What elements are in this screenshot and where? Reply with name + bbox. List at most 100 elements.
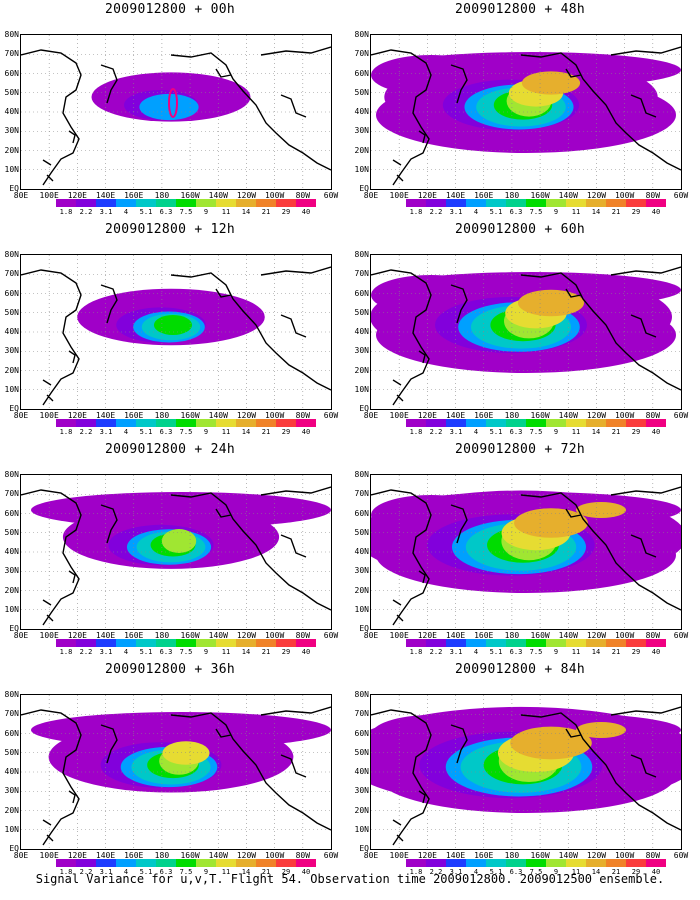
x-tick-label: 140E [445,631,466,640]
x-tick-label: 160E [474,411,494,420]
x-tick-label: 80E [363,411,379,420]
coastline [371,266,681,406]
color-bar-labels: 1.8 2.2 3.1 4 5.1 6.3 7.5 9 11 14 21 29 40 [406,208,666,217]
y-tick-label: 80N [354,250,369,259]
color-level-label: 7.5 [179,868,193,876]
color-swatch [76,639,96,647]
color-level-label: 5.1 [139,648,153,656]
color-swatch [566,419,586,427]
y-tick-label: EQ [9,404,19,413]
x-tick-label: 80E [13,851,29,860]
color-swatch [466,199,486,207]
color-level-label: 2.2 [429,428,443,436]
color-swatch [606,419,626,427]
y-tick-label: 50N [354,747,369,757]
color-level-label: 11 [571,648,581,656]
color-swatch [646,199,666,207]
y-tick-label: 40N [4,327,19,336]
x-tick-label: 60W [673,631,689,640]
spread-contour [514,508,588,538]
x-tick-label: 80E [363,191,379,200]
color-swatch [466,639,486,647]
map-panel: 2009012800 + 84h 80N 70N 60N 50N 40N 30N 20N 10N… [350,662,690,878]
x-tick-label: 100E [389,851,409,860]
x-tick-label: 80W [295,191,311,200]
y-tick-label: 10N [354,824,369,834]
color-level-label: 40 [301,648,311,656]
y-tick-label: 80N [354,690,369,699]
panel-title: 2009012800 + 60h [454,222,586,237]
color-swatch [486,199,506,207]
color-swatch [116,199,136,207]
color-bar-labels: 1.8 2.2 3.1 4 5.1 6.3 7.5 9 11 14 21 29 40 [406,868,666,877]
color-level-label: 5.1 [139,428,153,436]
color-level-label: 40 [301,208,311,216]
color-level-label: 3.1 [99,648,113,656]
y-tick-label: 60N [354,68,369,78]
y-tick-label: 80N [4,250,19,259]
map-plot [20,474,332,630]
y-tick-label: 30N [4,566,19,576]
color-swatch [626,639,646,647]
coastline [371,46,681,186]
y-tick-label: 70N [354,489,369,499]
x-tick-label: 140E [95,191,116,200]
map-plot [20,254,332,410]
map-plot [20,694,332,850]
color-level-label: 6.3 [159,208,173,216]
x-tick-label: 120E [417,851,437,860]
x-tick-label: 160W [530,631,550,640]
color-level-label: 9 [203,648,209,656]
y-tick-label: EQ [359,404,369,413]
x-tick-label: 120W [236,851,257,860]
color-level-label: 9 [203,428,209,436]
color-level-label: 9 [553,208,559,216]
color-swatch [526,859,546,867]
map-plot [370,474,682,630]
color-swatch [96,859,116,867]
y-tick-label: 50N [354,87,369,97]
x-tick-label: 140W [208,411,228,420]
color-swatch [96,639,116,647]
map-panel: 2009012800 + 60h 80N 70N 60N 50N 40N 30N 20N 10N… [350,222,690,438]
color-swatch [426,859,446,867]
x-tick-label: 140E [95,411,116,420]
y-tick-label: 70N [4,49,19,59]
x-tick-label: 100W [264,851,285,860]
x-tick-label: 100E [39,631,59,640]
color-swatch [646,859,666,867]
color-swatch [646,419,666,427]
y-tick-label: 50N [4,307,19,317]
color-level-label: 2.2 [79,868,93,876]
panel-title: 2009012800 + 72h [454,442,586,457]
y-tick-label: EQ [359,184,369,193]
color-swatch [176,639,196,647]
color-level-label: 7.5 [529,208,543,216]
map-panel: 2009012800 + 48h 80N 70N 60N 50N 40N 30N 20N 10N… [350,2,690,218]
map-panel: 2009012800 + 36h 80N 70N 60N 50N 40N 30N 20N 10N… [0,662,340,878]
color-level-label: 5.1 [489,208,503,216]
x-tick-label: 180 [504,851,520,860]
color-swatch [236,199,256,207]
color-swatch [446,419,466,427]
color-swatch [406,859,426,867]
color-level-label: 3.1 [449,428,463,436]
color-level-label: 5.1 [489,648,503,656]
color-level-label: 40 [301,428,311,436]
x-tick-label: 60W [323,631,339,640]
x-tick-label: 160E [474,851,494,860]
x-tick-label: 80E [13,191,29,200]
color-bar [406,639,666,647]
color-swatch [546,419,566,427]
color-level-label: 11 [571,868,581,876]
color-level-label: 1.8 [59,648,73,656]
y-tick-label: EQ [9,844,19,853]
y-tick-label: 40N [354,327,369,336]
color-swatch [296,859,316,867]
x-tick-label: 80W [295,631,311,640]
x-tick-label: 140W [558,411,578,420]
color-level-label: 1.8 [409,648,423,656]
x-tick-label: 140E [445,191,466,200]
color-level-label: 6.3 [509,648,523,656]
y-tick-label: 10N [354,604,369,614]
